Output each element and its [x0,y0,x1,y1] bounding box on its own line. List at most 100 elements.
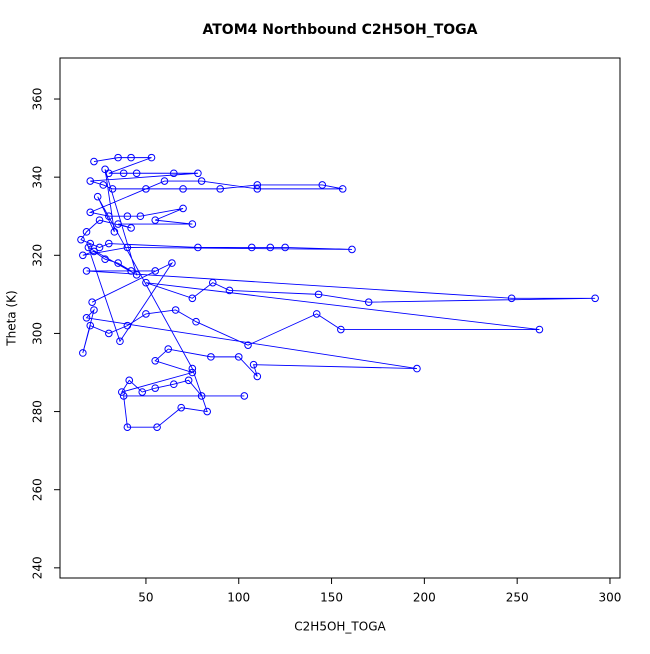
data-point [234,353,243,361]
data-point [216,185,224,193]
data-point [281,243,289,252]
data-point [123,243,132,252]
data-point [253,372,262,381]
data-point [535,325,544,334]
data-point [188,368,197,377]
data-point [114,259,122,267]
x-tick-label: 300 [599,591,622,605]
data-point [314,290,323,299]
data-point [169,380,178,389]
data-point [118,388,126,396]
data-point [99,181,108,189]
data-point [240,392,249,400]
data-point [244,341,252,349]
data-point [171,306,180,314]
data-point [132,271,141,279]
data-point [127,267,135,275]
data-point [184,376,193,385]
data-point [84,243,93,252]
data-point [194,169,202,178]
data-point [105,212,113,221]
data-point [90,306,98,314]
y-tick-label: 260 [31,478,45,501]
data-point [110,228,119,236]
data-point [101,165,109,174]
data-point [312,310,321,318]
data-point [142,278,150,287]
data-point [82,267,91,275]
data-point [105,239,113,248]
y-tick-label: 320 [31,244,45,267]
x-axis-label: C2H5OH_TOGA [294,620,386,634]
data-point [125,376,134,385]
data-point [119,169,128,178]
data-point [413,364,421,373]
data-point [169,169,178,178]
data-point [151,267,160,275]
x-tick-label: 250 [506,591,529,605]
y-tick-label: 340 [31,166,45,189]
data-point [132,169,141,178]
data-point [127,153,135,162]
data-point [225,286,234,295]
data-point [208,278,217,287]
data-point [197,177,206,185]
data-point [90,157,98,166]
data-point [86,208,95,217]
data-point [188,364,197,373]
data-line [80,157,596,428]
data-point [177,403,186,412]
data-point [138,388,147,396]
plot-frame [59,57,621,579]
data-point [151,216,160,224]
data-point [253,181,262,189]
data-point [318,181,327,189]
data-point [507,294,516,303]
data-point [116,337,124,346]
x-tick-label: 100 [227,591,250,605]
data-point [151,356,160,365]
data-point [168,259,176,267]
data-point [136,212,145,221]
chart-title: ATOM4 Northbound C2H5OH_TOGA [203,22,478,38]
data-point [207,353,215,361]
data-point [123,321,132,330]
data-point [82,228,91,236]
data-point [142,310,150,318]
data-point [108,185,117,193]
x-tick-label: 200 [413,591,436,605]
data-point [188,220,197,228]
data-point [93,192,102,201]
data-point [114,220,122,228]
data-point [114,153,122,162]
y-tick-label: 240 [31,556,45,579]
data-point [253,185,262,193]
data-point [90,247,98,256]
data-point [119,392,128,400]
data-point [197,392,206,400]
data-point [105,329,113,338]
x-tick-label: 50 [138,591,153,605]
data-point [266,243,275,252]
data-point [188,294,197,303]
data-point [127,224,135,232]
y-tick-label: 360 [31,88,45,111]
data-point [179,185,187,193]
y-axis-label: Theta (K) [5,290,19,346]
data-point [123,212,132,221]
data-point [151,384,160,392]
y-tick-label: 280 [31,400,45,423]
data-point [203,407,211,416]
data-point [77,235,85,244]
data-point [95,216,104,224]
data-point [348,245,356,254]
data-point [88,298,96,306]
data-point [142,185,150,193]
data-point [86,321,95,330]
data-point [179,204,187,213]
data-point [153,423,161,431]
data-point [192,317,200,326]
data-point [82,314,91,322]
